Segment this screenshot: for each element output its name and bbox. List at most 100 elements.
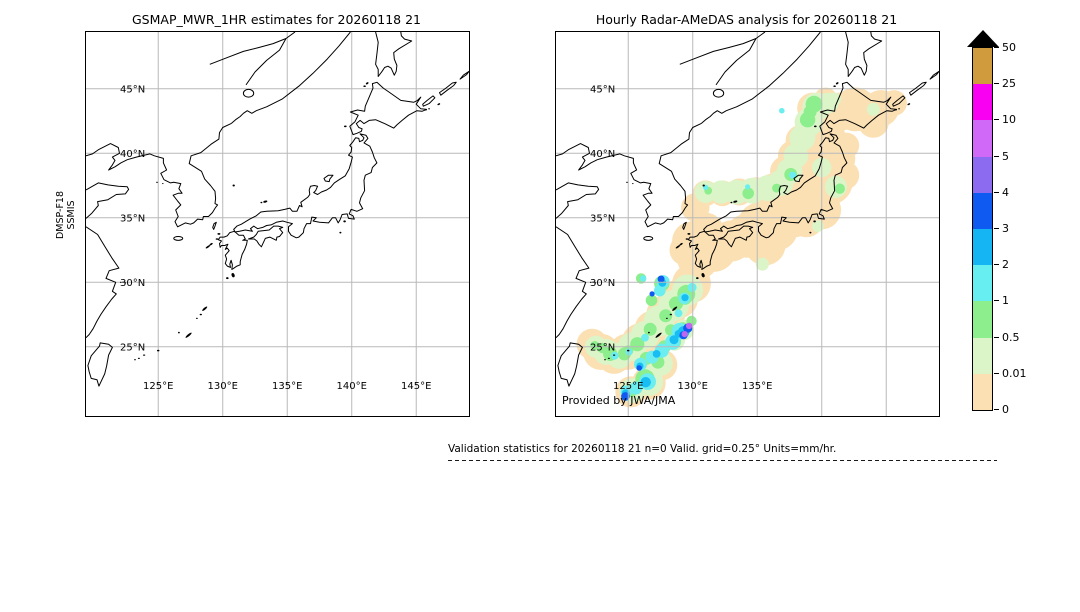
- coastline-kunashir: [422, 95, 436, 107]
- lat-tick-label: 35°N: [590, 213, 615, 224]
- coastline-china-south-coast: [86, 226, 120, 339]
- left-panel-ylabel: DMSP-F18 SSMIS: [55, 185, 79, 245]
- colorbar-tick-label: 1: [1002, 294, 1009, 308]
- precip-blob-rain-0.5-1: [834, 183, 845, 194]
- right-panel-title: Hourly Radar-AMeDAS analysis for 2026011…: [595, 12, 898, 27]
- colorbar-segment-9: [973, 373, 992, 410]
- colorbar-tick-label: 0.01: [1002, 366, 1027, 380]
- precip-blob-rain-0.5-1: [630, 337, 645, 352]
- colorbar-tick: [994, 372, 999, 374]
- coastline-tsushima: [212, 221, 217, 230]
- precip-blob-rain-2-3: [681, 294, 689, 302]
- island: [730, 201, 733, 204]
- precip-blob-rain-0.01-0.5: [812, 220, 824, 232]
- precip-blob-rain-1-2: [654, 284, 666, 297]
- island-outline-jeju: [173, 235, 184, 241]
- precip-blob-rain-1-2: [745, 184, 751, 190]
- coastline-urup: [459, 70, 469, 80]
- coastline-korea-china-coast: [556, 123, 702, 228]
- colorbar-tick-label: 3: [1002, 222, 1009, 235]
- colorbar-tick: [994, 47, 999, 48]
- island: [666, 317, 668, 319]
- precip-blob-rain-0.5-1: [803, 105, 817, 119]
- island: [425, 109, 427, 111]
- coastline-sakhalin: [375, 32, 413, 77]
- coastline-honshu: [233, 133, 378, 239]
- island: [612, 354, 616, 356]
- colorbar-tick: [994, 83, 999, 85]
- precip-blob-rain-0.5-1: [645, 294, 658, 307]
- lon-tick-label: 140°E: [337, 381, 367, 392]
- precip-blob-rain-0.5-1: [659, 309, 673, 323]
- footer-dashed-line: [448, 460, 997, 461]
- colorbar-tick: [994, 191, 999, 193]
- colorbar-tick-label: 2: [1002, 258, 1009, 272]
- lat-tick-label: 45°N: [590, 84, 615, 95]
- island: [648, 331, 650, 334]
- precip-blob-rain-1-2: [641, 333, 649, 342]
- island: [898, 108, 901, 110]
- lon-tick-label: 130°E: [208, 381, 238, 392]
- island: [701, 273, 705, 278]
- radar-amedas-map: 45°N 40°N 35°N 30°N 25°N 125°E 130°E 135°E: [556, 32, 939, 416]
- island: [215, 238, 219, 240]
- island: [134, 359, 136, 361]
- coastline-urup: [929, 70, 939, 80]
- island: [232, 184, 235, 187]
- colorbar-tick: [994, 155, 999, 157]
- coastline-iturup: [439, 81, 457, 96]
- coastline-hokkaido: [349, 81, 428, 136]
- island: [687, 233, 691, 235]
- gsmap-map: 45°N 40°N 35°N 30°N 25°N 125°E 130°E 135°E 140°E…: [86, 32, 469, 416]
- island: [437, 103, 441, 106]
- lat-tick-label: 25°N: [120, 342, 145, 353]
- precip-blob-rain-5-10: [681, 331, 688, 338]
- island: [626, 349, 630, 352]
- colorbar-tick-label: 50: [1002, 41, 1016, 54]
- colorbar-segment-1: [973, 84, 992, 121]
- island: [260, 201, 263, 204]
- island: [363, 85, 366, 87]
- island: [142, 354, 146, 356]
- coastline-iturup: [909, 81, 927, 96]
- island: [679, 242, 683, 246]
- coastline-korea-china-coast: [86, 123, 232, 228]
- lat-tick-label: 30°N: [590, 278, 615, 289]
- precip-blob-rain-0-0.01: [857, 106, 889, 138]
- colorbar-tick: [994, 409, 999, 410]
- lon-tick-label: 135°E: [272, 381, 302, 392]
- island: [675, 245, 681, 249]
- coastline-shandong: [86, 182, 130, 219]
- precip-blob-rain-2-3: [669, 335, 679, 345]
- right-map-panel: 45°N 40°N 35°N 30°N 25°N 125°E 130°E 135°E: [555, 31, 940, 417]
- island: [119, 281, 122, 283]
- precip-blob-rain-1-2: [779, 107, 785, 114]
- lat-tick-label: 25°N: [590, 342, 615, 353]
- island: [594, 282, 597, 284]
- island: [202, 306, 208, 311]
- colorbar-tick-label: 0.5: [1002, 330, 1020, 344]
- colorbar-segment-8: [973, 337, 992, 374]
- island: [733, 200, 738, 203]
- precip-blob-rain-1-2: [625, 348, 633, 356]
- colorbar-segment-5: [973, 228, 992, 266]
- coastline-sakhalin: [845, 32, 883, 77]
- precip-blob-rain-1-2: [629, 381, 643, 395]
- island: [589, 281, 592, 283]
- island: [809, 231, 812, 234]
- colorbar-tick: [994, 228, 999, 229]
- colorbar-segment-7: [973, 301, 992, 338]
- left-panel-title: GSMAP_MWR_1HR estimates for 20260118 21: [132, 12, 421, 27]
- coastline-honshu: [703, 133, 848, 239]
- precip-blob-rain-1-2: [687, 282, 697, 292]
- island: [428, 108, 431, 110]
- colorbar-tick: [994, 264, 999, 266]
- lon-tick-label: 130°E: [678, 381, 708, 392]
- precip-blob-rain-3-4: [649, 291, 655, 297]
- island: [669, 313, 672, 316]
- data-credit: Provided by JWA/JMA: [562, 394, 676, 407]
- colorbar-tick: [994, 300, 999, 302]
- ylabel-line-2: SSMIS: [66, 200, 77, 230]
- island: [685, 238, 689, 240]
- colorbar-segment-6: [973, 265, 992, 302]
